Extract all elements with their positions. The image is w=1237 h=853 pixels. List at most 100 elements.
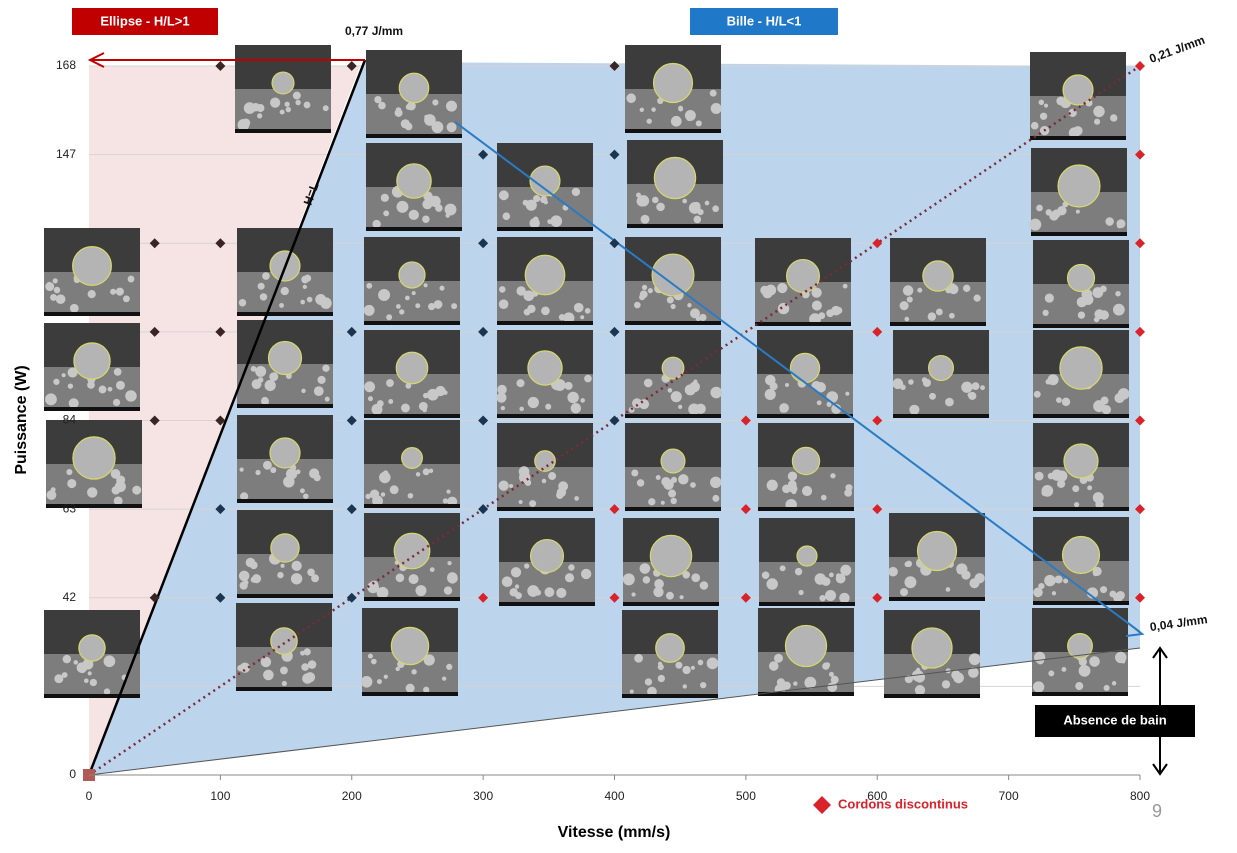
powder-grain [558, 482, 566, 489]
powder-grain [904, 316, 910, 322]
powder-grain [433, 300, 443, 309]
powder-grain [968, 391, 977, 400]
powder-grain [424, 114, 429, 119]
powder-grain [678, 106, 684, 112]
powder-grain [380, 193, 389, 202]
powder-grain [570, 402, 582, 414]
powder-grain [53, 286, 61, 294]
powder-grain [639, 107, 645, 113]
powder-grain [423, 654, 435, 666]
arrow-head [1152, 646, 1168, 659]
powder-grain [1094, 309, 1105, 320]
point [740, 592, 751, 603]
energy-label: 0,21 J/mm [1147, 33, 1206, 66]
micrograph [1033, 517, 1129, 605]
powder-grain [255, 365, 267, 377]
melt-pool [390, 626, 430, 666]
powder-grain [564, 381, 573, 390]
energy-lines [87, 52, 1168, 777]
powder-grain [445, 213, 450, 218]
powder-grain [510, 567, 522, 578]
powder-grain [277, 571, 284, 579]
powder-grain [704, 200, 710, 206]
powder-grain [1092, 570, 1099, 577]
melt-pool [534, 450, 556, 472]
powder-grain [574, 496, 580, 501]
powder-grain [761, 571, 770, 580]
powder-grain [1039, 112, 1048, 120]
micrograph [499, 518, 595, 606]
powder-grain [699, 313, 707, 322]
powder-grain [514, 584, 520, 589]
powder-grain [969, 385, 974, 390]
powder-grain [541, 306, 550, 316]
micrograph [625, 237, 721, 325]
powder-grain [826, 309, 835, 318]
powder-grain [439, 285, 445, 291]
x-tick-label: 800 [1130, 789, 1150, 803]
powder-grain [132, 485, 142, 495]
powder-grain [644, 678, 653, 686]
powder-grain [980, 385, 986, 391]
powder-grain [263, 669, 274, 681]
powder-grain [447, 572, 458, 584]
point [149, 592, 160, 603]
powder-grain [369, 580, 379, 590]
powder-grain [445, 100, 458, 112]
melt-pool [529, 538, 565, 574]
powder-grain [306, 296, 313, 303]
powder-grain [695, 120, 702, 127]
powder-grain [522, 199, 529, 206]
powder-grain [1056, 96, 1066, 106]
melt-pool [73, 342, 111, 380]
powder-grain [1036, 204, 1043, 212]
powder-grain [1061, 397, 1071, 407]
powder-grain [1033, 390, 1041, 398]
scale-bar [497, 414, 593, 418]
powder-grain [670, 115, 682, 127]
melt-pool [791, 446, 821, 476]
powder-grain [1115, 651, 1127, 664]
powder-grain [827, 682, 838, 692]
powder-grain [378, 101, 386, 110]
powder-grain [516, 286, 526, 296]
micrograph [46, 420, 142, 508]
y-tick-label: 63 [63, 501, 77, 515]
powder-grain [429, 567, 435, 573]
powder-grain [107, 386, 113, 392]
x-tick-label: 700 [999, 789, 1019, 803]
powder-grain [828, 671, 834, 677]
powder-grain [1061, 667, 1067, 672]
powder-grain [1052, 578, 1057, 583]
powder-grain [524, 563, 530, 569]
powder-grain [529, 217, 540, 229]
powder-grain [374, 95, 382, 104]
y-tick-label: 0 [69, 767, 76, 781]
scale-bar [364, 321, 460, 325]
powder-grain [525, 199, 537, 211]
powder-grain [250, 576, 257, 583]
point [1135, 61, 1145, 71]
scale-bar [1032, 692, 1128, 696]
powder-grain [709, 89, 717, 97]
powder-grain [279, 303, 284, 308]
powder-grain [675, 661, 683, 669]
micrograph [622, 610, 719, 698]
point [478, 149, 489, 160]
point [149, 238, 160, 249]
powder-grain [415, 472, 421, 477]
powder-grain [372, 495, 383, 507]
melt-pool [649, 534, 693, 578]
scale-bar [237, 312, 333, 316]
ellipse-box [72, 8, 218, 35]
point [346, 592, 357, 603]
powder-grain [367, 653, 373, 659]
powder-grain [395, 573, 405, 583]
scale-bar [889, 597, 985, 601]
legend-label: Cordons discontinus [838, 796, 968, 811]
powder-grain [360, 676, 373, 688]
powder-grain [899, 588, 909, 597]
powder-grain [46, 281, 52, 287]
melt-pool [78, 634, 106, 662]
powder-grain [571, 187, 581, 197]
